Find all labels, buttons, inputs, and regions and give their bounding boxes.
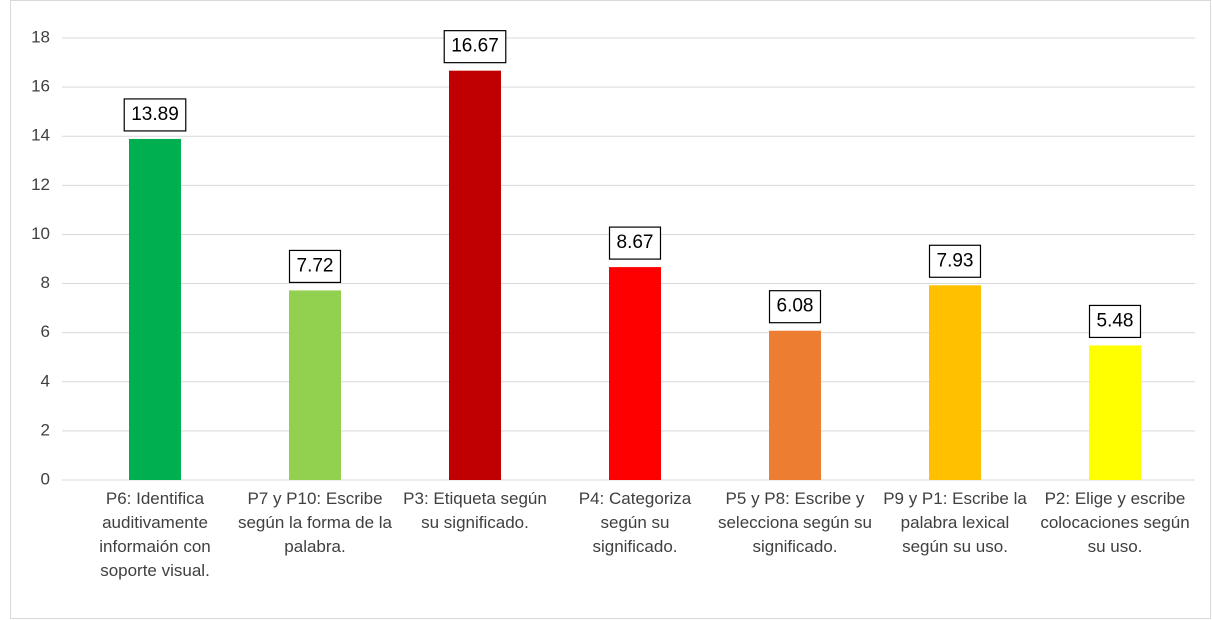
bar	[449, 70, 501, 481]
x-tick-label: P2: Elige y escribe colocaciones según su …	[1040, 489, 1189, 556]
data-label: 7.93	[937, 250, 974, 271]
bar	[929, 285, 981, 480]
chart-frame	[10, 0, 1211, 619]
data-label-box	[123, 98, 187, 132]
data-label: 16.67	[451, 36, 499, 57]
y-tick-label: 18	[31, 27, 50, 46]
x-tick-label: P6: Identifica auditivamente informaión co…	[99, 489, 211, 580]
data-label: 8.67	[617, 232, 654, 253]
y-tick-label: 4	[41, 371, 50, 390]
x-tick-label: P9 y P1: Escribe la palabra lexical según …	[883, 489, 1027, 556]
data-label-box	[768, 290, 822, 324]
x-tick-label: P3: Etiqueta según su significado.	[403, 489, 547, 532]
y-tick-label: 16	[31, 77, 50, 96]
bar	[609, 267, 661, 480]
y-tick-label: 14	[31, 126, 50, 145]
data-label-box	[1088, 304, 1142, 339]
data-label-box	[608, 226, 662, 260]
data-label: 13.89	[131, 104, 179, 125]
data-label-box	[928, 244, 982, 278]
data-label: 6.08	[777, 296, 814, 317]
x-tick-label: P5 y P8: Escribe y selecciona según su sig…	[718, 489, 872, 556]
y-tick-label: 12	[31, 175, 50, 194]
x-tick-label: P7 y P10: Escribe según la forma de la pal…	[238, 489, 393, 556]
bar	[769, 330, 821, 480]
y-tick-label: 8	[41, 273, 50, 292]
data-label-box	[288, 249, 342, 284]
bar	[1089, 345, 1141, 480]
bar	[289, 290, 341, 480]
y-tick-label: 10	[31, 224, 50, 243]
y-tick-label: 6	[41, 322, 50, 341]
bar	[129, 138, 181, 480]
y-tick-label: 0	[41, 469, 50, 488]
x-tick-label: P4: Categoriza según su significado.	[579, 489, 692, 556]
data-label: 7.72	[297, 255, 334, 276]
data-label-box	[443, 30, 507, 64]
data-label: 5.48	[1097, 310, 1134, 331]
y-tick-label: 2	[41, 420, 50, 439]
